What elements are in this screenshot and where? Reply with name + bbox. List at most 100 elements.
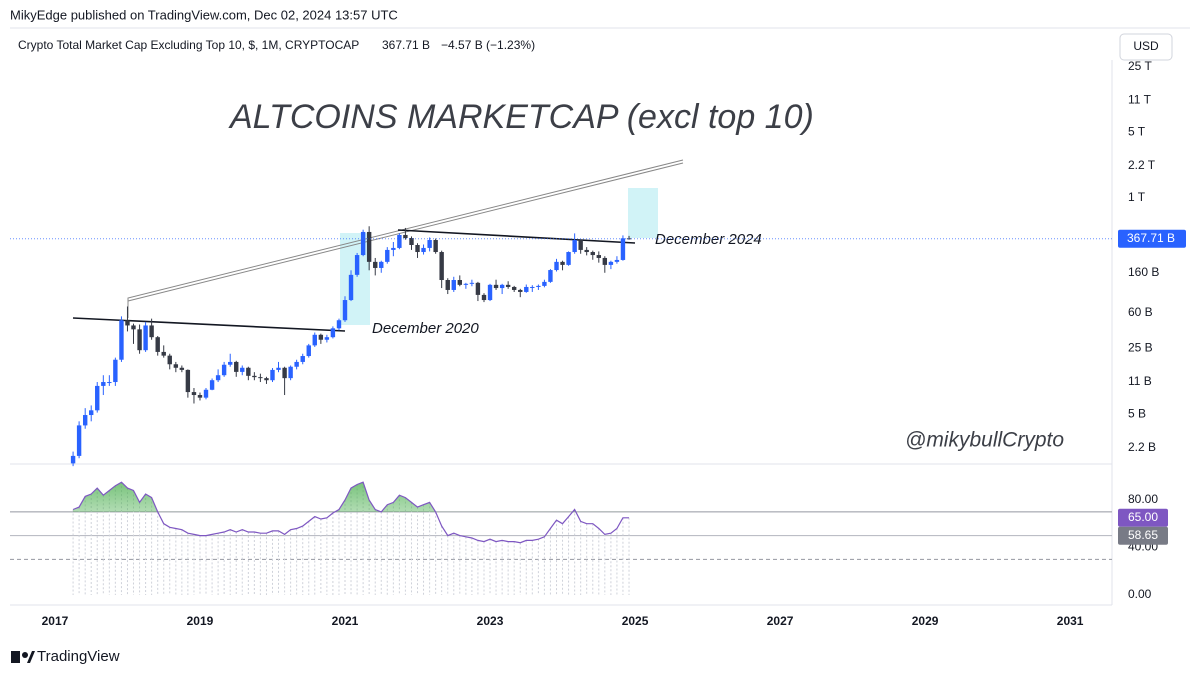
candle-body bbox=[101, 382, 106, 386]
y-tick-label: 25 T bbox=[1128, 59, 1152, 73]
candle-body bbox=[415, 244, 420, 253]
candle-body bbox=[354, 255, 360, 275]
legend-change: −4.57 B (−1.23%) bbox=[441, 38, 535, 52]
candle-body bbox=[107, 382, 112, 384]
candle-body bbox=[221, 364, 227, 376]
candle-body bbox=[324, 337, 330, 340]
candle-body bbox=[397, 234, 402, 248]
y-tick-label: 11 T bbox=[1128, 92, 1152, 106]
candle-body bbox=[306, 345, 311, 357]
candle-body bbox=[463, 283, 469, 285]
candle-body bbox=[548, 270, 553, 282]
candle-body bbox=[215, 375, 221, 381]
candle-body bbox=[427, 240, 432, 248]
ma-value-label: 58.65 bbox=[1128, 528, 1158, 542]
candle-body bbox=[89, 410, 94, 416]
candle-body bbox=[439, 252, 444, 281]
x-tick-label: 2021 bbox=[332, 614, 359, 628]
resistance-line bbox=[72, 317, 346, 332]
brand: TradingView bbox=[37, 648, 120, 665]
candle-body bbox=[228, 361, 233, 365]
candle-body bbox=[554, 261, 559, 271]
candle-body bbox=[572, 240, 577, 253]
chart-title: ALTCOINS MARKETCAP (excl top 10) bbox=[228, 98, 814, 136]
candle-body bbox=[143, 325, 148, 351]
currency-button[interactable] bbox=[1119, 33, 1173, 61]
y-tick-label: 160 B bbox=[1128, 265, 1159, 279]
candle-body bbox=[282, 367, 287, 379]
candle-body bbox=[209, 380, 215, 390]
candle-body bbox=[125, 320, 130, 326]
x-tick-label: 2017 bbox=[42, 614, 69, 628]
x-tick-label: 2025 bbox=[622, 614, 649, 628]
candle-body bbox=[499, 284, 505, 289]
candle-body bbox=[119, 320, 124, 360]
candle-body bbox=[530, 286, 535, 288]
candle-body bbox=[95, 385, 100, 411]
candle-body bbox=[566, 252, 571, 265]
x-tick-label: 2019 bbox=[187, 614, 214, 628]
rsi-value-box bbox=[1118, 508, 1168, 527]
candle-body bbox=[493, 284, 499, 289]
candle-body bbox=[258, 377, 263, 379]
last-price-box bbox=[1118, 229, 1186, 248]
candle-body bbox=[234, 361, 239, 372]
candle-body bbox=[161, 351, 166, 356]
y-tick-label: 5 B bbox=[1128, 406, 1146, 420]
candle-body bbox=[173, 364, 179, 368]
candle-body bbox=[131, 325, 136, 330]
annotation: December 2024 bbox=[655, 231, 762, 248]
last-price-label: 367.71 B bbox=[1127, 231, 1175, 245]
candle-body bbox=[451, 280, 456, 290]
candle-body bbox=[70, 455, 76, 464]
overbought-fill bbox=[73, 482, 630, 512]
highlight-box bbox=[628, 188, 658, 238]
watermark: @mikybullCrypto bbox=[905, 429, 1064, 452]
candle-body bbox=[608, 261, 614, 265]
candle-body bbox=[149, 325, 154, 338]
candle-body bbox=[542, 281, 547, 286]
candle-body bbox=[76, 425, 82, 456]
candle-body bbox=[167, 355, 172, 365]
candle-body bbox=[185, 369, 191, 393]
y-tick-label: 5 T bbox=[1128, 124, 1146, 138]
currency[interactable]: USD bbox=[1133, 39, 1159, 53]
brand-logo bbox=[11, 651, 35, 663]
candle-body bbox=[318, 334, 324, 340]
candle-body bbox=[191, 392, 197, 396]
candle-body bbox=[487, 284, 493, 301]
y-tick-label: 2.2 T bbox=[1128, 158, 1156, 172]
candle-body bbox=[524, 286, 529, 292]
candle-body bbox=[433, 240, 438, 253]
candle-body bbox=[409, 238, 414, 245]
candle-body bbox=[536, 285, 541, 287]
candle-body bbox=[469, 282, 475, 284]
candle-body bbox=[252, 375, 257, 378]
candle-body bbox=[155, 337, 160, 352]
candle-body bbox=[179, 367, 185, 370]
legend-price: 367.71 B bbox=[382, 38, 430, 52]
rsi-line bbox=[72, 481, 629, 544]
candle-body bbox=[445, 280, 450, 290]
candle-body bbox=[584, 249, 589, 253]
candle-body bbox=[336, 320, 342, 329]
candle-body bbox=[294, 361, 299, 367]
trend-channel bbox=[127, 159, 684, 318]
ma-value-box bbox=[1118, 526, 1168, 545]
candle-body bbox=[366, 231, 372, 262]
y-tick-label: 0.00 bbox=[1128, 587, 1152, 601]
candle-body bbox=[385, 249, 390, 262]
candle-body bbox=[240, 367, 245, 372]
x-tick-label: 2027 bbox=[767, 614, 794, 628]
candle-body bbox=[614, 259, 620, 262]
candle-body bbox=[300, 356, 305, 362]
candle-body bbox=[481, 294, 487, 301]
candle-body bbox=[596, 255, 601, 258]
candle-body bbox=[620, 238, 626, 260]
candle-body bbox=[626, 238, 632, 240]
legend: Crypto Total Market Cap Excluding Top 10… bbox=[18, 38, 359, 52]
candle-body bbox=[391, 247, 396, 250]
annotation: December 2020 bbox=[372, 320, 479, 337]
